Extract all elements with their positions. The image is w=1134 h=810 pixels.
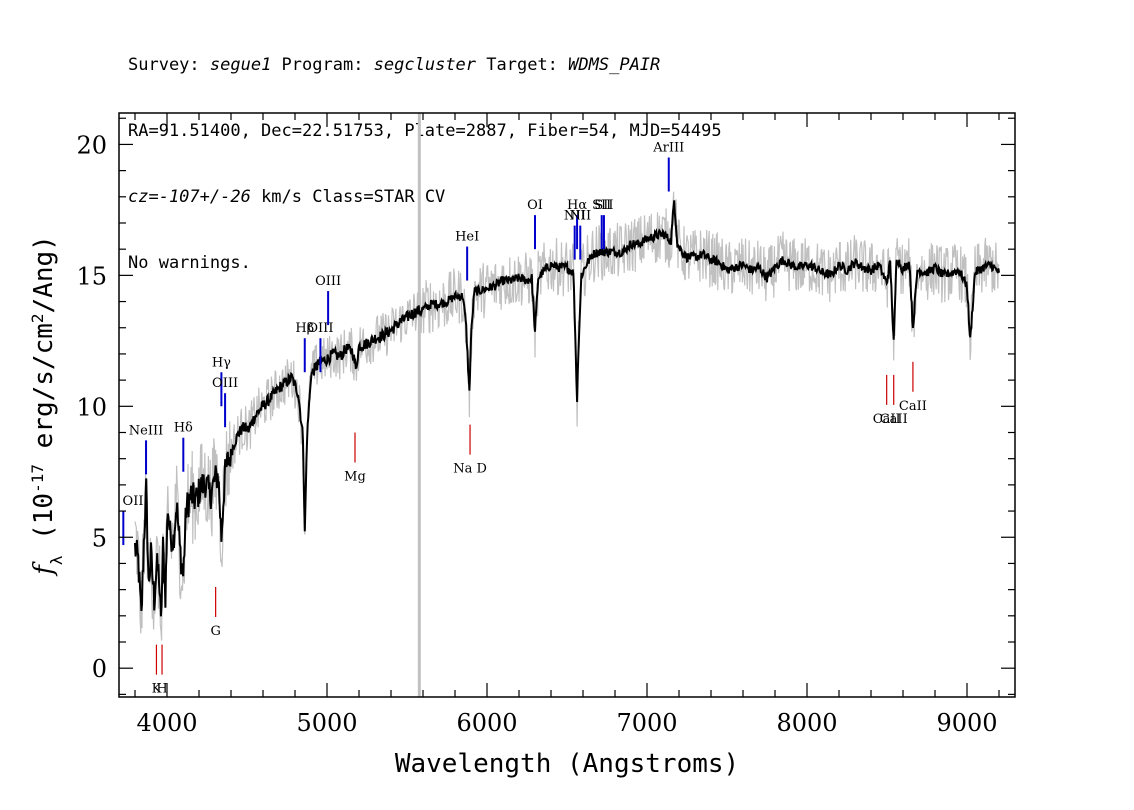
emission-label-6: OIII [307, 321, 333, 336]
emission-label-3: Hγ [212, 355, 231, 370]
target-label: Target: [476, 55, 569, 75]
absorption-label-1: H [156, 682, 167, 697]
header-line-1: Survey: segue1 Program: segcluster Targe… [128, 54, 722, 76]
program-label: Program: [271, 55, 374, 75]
emission-label-2: Hδ [174, 421, 193, 436]
emission-label-9: OI [527, 198, 543, 213]
spectrum-header: Survey: segue1 Program: segcluster Targe… [128, 10, 722, 296]
emission-label-15: ArIII [652, 141, 684, 156]
plot-frame [118, 112, 1016, 698]
x-tick-label-0: 4000 [136, 709, 197, 737]
y-axis-title: fλ (10-17 erg/s/cm2/Ang) [28, 235, 66, 577]
emission-label-7: OIII [315, 274, 341, 289]
y-axis-title-part-2: (10 [29, 493, 59, 556]
emission-label-12: NII [569, 209, 591, 224]
survey-value: segue1 [209, 55, 272, 75]
axis-tick-labels: 4000 5000 6000 7000 8000 9000 0 5 10 15 20 [76, 131, 997, 737]
redshift-value: cz=-107+/-26 [128, 187, 251, 207]
x-axis-title: Wavelength (Angstroms) [395, 749, 739, 779]
absorption-label-5: CaII [873, 412, 901, 427]
x-tick-label-1: 5000 [296, 709, 357, 737]
y-tick-label-0: 0 [92, 655, 107, 683]
program-value: segcluster [373, 55, 477, 75]
target-value: WDMS_PAIR [568, 55, 661, 75]
emission-label-0: OII [123, 494, 144, 509]
emission-label-13: SII [592, 198, 611, 213]
header-line-2: RA=91.51400, Dec=22.51753, Plate=2887, F… [128, 121, 722, 141]
x-tick-label-4: 8000 [776, 709, 837, 737]
absorption-label-6: CaII [880, 412, 908, 427]
absorption-label-7: CaII [899, 399, 927, 414]
noise-series-line [134, 191, 1000, 641]
y-tick-label-2: 10 [76, 393, 107, 421]
emission-label-14: SII [594, 198, 613, 213]
emission-label-1: NeIII [129, 423, 163, 438]
absorption-label-2: G [210, 624, 220, 639]
emission-label-8: HeI [455, 230, 479, 245]
emission-label-5: Hβ [295, 321, 314, 336]
class-text: km/s Class=STAR CV [250, 187, 446, 207]
axis-ticks [119, 113, 1015, 697]
header-line-4: No warnings. [128, 253, 251, 273]
y-axis-title-part-5: 2 [28, 313, 47, 323]
y-tick-label-3: 15 [76, 262, 107, 290]
emission-label-4: OIII [212, 376, 238, 391]
absorption-label-3: Mg [344, 469, 366, 484]
x-tick-label-2: 6000 [456, 709, 517, 737]
emission-label-11: Hα [567, 198, 587, 213]
x-tick-label-5: 9000 [936, 709, 997, 737]
y-axis-title-part-1: λ [47, 555, 66, 565]
x-tick-label-3: 7000 [616, 709, 677, 737]
y-axis-title-part-4: erg/s/cm [29, 323, 59, 464]
y-axis-title-part-6: /Ang) [29, 235, 59, 313]
y-tick-label-4: 20 [76, 131, 107, 159]
survey-label: Survey: [128, 55, 210, 75]
noise-band [134, 191, 1000, 641]
y-axis-title-part-3: -17 [28, 464, 47, 493]
absorption-label-4: Na D [453, 462, 487, 477]
y-tick-label-1: 5 [92, 524, 107, 552]
emission-label-10: NII [564, 209, 586, 224]
absorption-label-0: K [152, 682, 162, 697]
flux-series-line [134, 200, 1000, 617]
header-line-3: cz=-107+/-26 km/s Class=STAR CV [128, 186, 722, 208]
